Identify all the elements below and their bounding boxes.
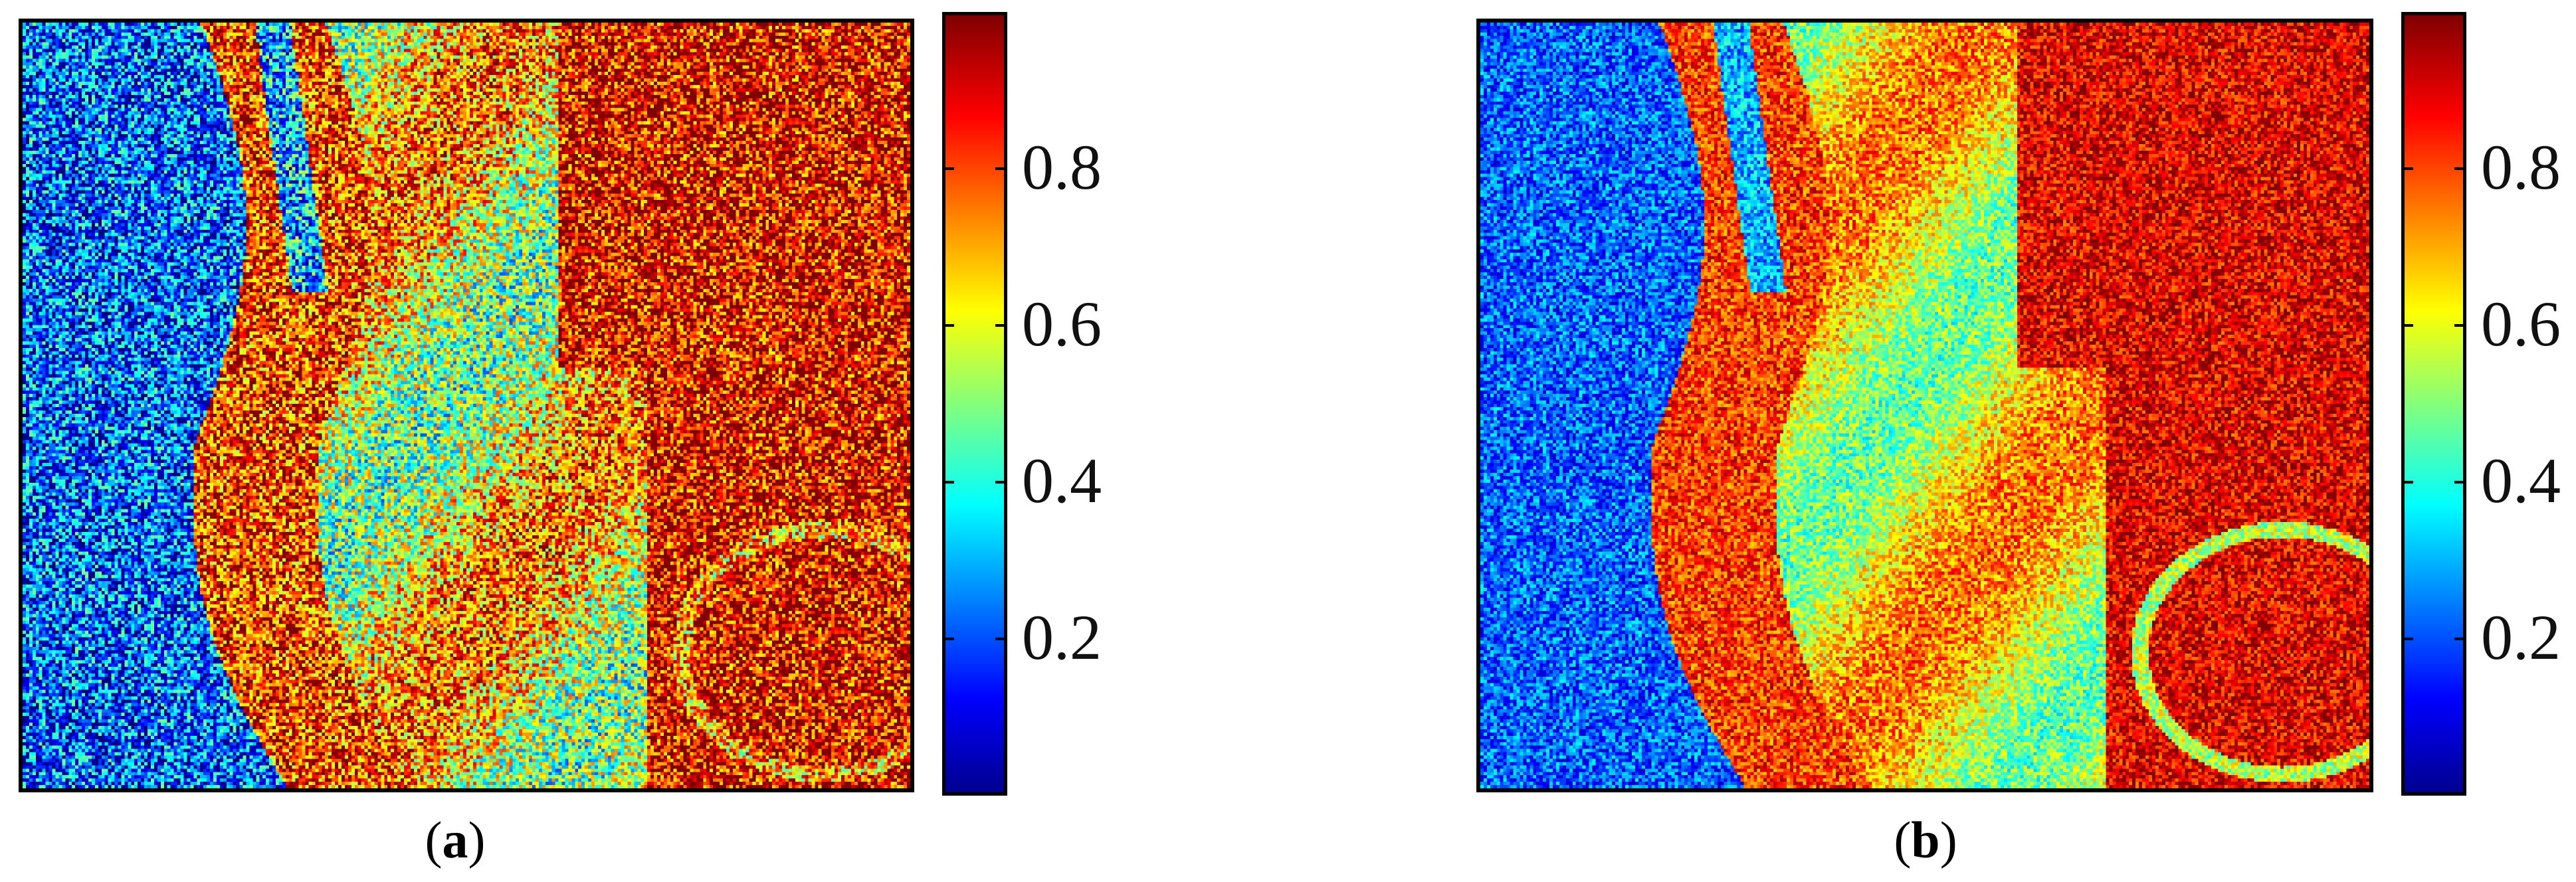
colorbar-tick: [995, 324, 1007, 327]
heatmap-b-canvas: [1480, 23, 2369, 788]
colorbar-tick-label: 0.6: [1022, 288, 1102, 360]
colorbar-tick: [942, 167, 954, 170]
colorbar-tick: [942, 481, 954, 484]
heatmap-a-canvas: [23, 23, 910, 788]
colorbar-tick: [995, 481, 1007, 484]
colorbar-tick-label: 0.2: [2481, 602, 2561, 673]
colorbar-tick: [995, 638, 1007, 640]
colorbar-b: [2401, 12, 2466, 796]
colorbar-tick: [2401, 324, 2413, 327]
caption-b: (b): [1894, 811, 1957, 869]
colorbar-tick: [942, 324, 954, 327]
heatmap-b: [1476, 19, 2373, 792]
colorbar-tick: [2454, 167, 2466, 170]
colorbar-tick: [2401, 638, 2413, 640]
colorbar-tick-label: 0.4: [2481, 445, 2561, 517]
colorbar-tick-label: 0.8: [1022, 132, 1102, 203]
colorbar-tick: [2454, 481, 2466, 484]
colorbar-tick-label: 0.4: [1022, 445, 1102, 517]
colorbar-tick: [2401, 167, 2413, 170]
caption-a: (a): [425, 811, 486, 869]
colorbar-tick: [995, 167, 1007, 170]
colorbar-tick-label: 0.2: [1022, 602, 1102, 673]
colorbar-tick-label: 0.6: [2481, 288, 2561, 360]
colorbar-tick: [2454, 638, 2466, 640]
colorbar-tick-label: 0.8: [2481, 132, 2561, 203]
heatmap-a: [19, 19, 914, 792]
colorbar-tick: [2401, 481, 2413, 484]
panel-b: 0.2 0.4 0.6 0.8 (b): [1288, 0, 2575, 882]
colorbar-a: [942, 12, 1007, 796]
colorbar-tick: [2454, 324, 2466, 327]
colorbar-tick: [942, 638, 954, 640]
panel-a: 0.2 0.4 0.6 0.8 (a): [19, 12, 1102, 869]
